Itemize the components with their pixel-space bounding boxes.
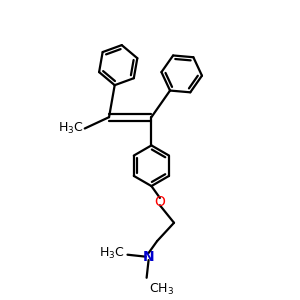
Text: $\sf{H_3C}$: $\sf{H_3C}$ <box>58 121 83 136</box>
Text: N: N <box>143 250 154 264</box>
Text: O: O <box>154 195 165 208</box>
Text: $\sf{H_3C}$: $\sf{H_3C}$ <box>99 246 125 261</box>
Text: $\sf{CH_3}$: $\sf{CH_3}$ <box>149 281 175 296</box>
